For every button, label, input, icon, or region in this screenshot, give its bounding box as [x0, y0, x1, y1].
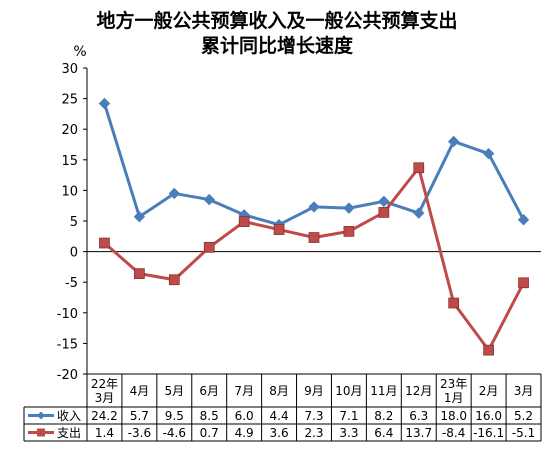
- y-tick-label: 10: [61, 184, 78, 199]
- table-value-cell: 2.3: [304, 426, 323, 440]
- table-value-cell: 0.7: [200, 426, 219, 440]
- x-category-label: 12月: [405, 384, 432, 398]
- series-1-marker: [413, 207, 425, 219]
- series-2-marker: [134, 268, 145, 279]
- series-2-marker: [308, 232, 320, 243]
- series-2-marker: [343, 226, 355, 237]
- y-axis-unit-label: %: [73, 44, 86, 60]
- y-tick-label: 0: [70, 246, 78, 261]
- series-1-marker: [308, 201, 320, 213]
- legend-label-1: 收入: [57, 409, 81, 423]
- series-2-marker: [413, 162, 425, 174]
- table-value-cell: 7.1: [339, 409, 358, 423]
- x-category-label: 7月: [234, 384, 254, 398]
- x-category-label: 8月: [269, 384, 289, 398]
- series-1-marker: [343, 202, 355, 214]
- y-tick-label: 15: [61, 154, 78, 169]
- y-tick-label: 25: [61, 93, 78, 108]
- series-1-marker: [378, 195, 390, 208]
- series-1-marker: [203, 193, 215, 206]
- table-value-cell: -5.1: [512, 426, 535, 440]
- table-value-cell: 6.0: [235, 409, 254, 423]
- table-value-cell: 6.4: [374, 426, 393, 440]
- x-category-label: 9月: [304, 384, 324, 398]
- y-tick-label: -20: [57, 368, 78, 383]
- series-1-marker: [133, 211, 146, 223]
- series-2-marker: [273, 224, 285, 235]
- series-2-marker: [238, 216, 250, 227]
- legend-key-marker-2: [37, 428, 45, 437]
- table-value-cell: 6.3: [409, 409, 428, 423]
- series-2-marker: [378, 207, 390, 218]
- y-tick-label: -15: [57, 337, 78, 352]
- series-1-marker: [168, 187, 181, 200]
- series-2-marker: [483, 344, 494, 356]
- table-value-cell: 9.5: [165, 409, 184, 423]
- table-value-cell: 5.7: [130, 409, 149, 423]
- table-value-cell: 24.2: [91, 409, 118, 423]
- x-category-label: 23年: [440, 377, 467, 391]
- y-tick-label: -5: [65, 276, 78, 291]
- table-value-cell: -16.1: [473, 426, 504, 440]
- y-tick-label: -10: [57, 307, 78, 322]
- x-category-label: 1月: [444, 391, 464, 405]
- legend-key-marker-1: [37, 411, 45, 420]
- series-2-marker: [99, 237, 110, 249]
- table-value-cell: 8.2: [374, 409, 393, 423]
- y-tick-label: 20: [61, 123, 78, 138]
- chart-title-line-2: 累计同比增长速度: [200, 35, 353, 57]
- table-value-cell: 18.0: [440, 409, 467, 423]
- series-line-2: [103, 166, 525, 352]
- series-1-marker: [482, 147, 495, 160]
- table-value-cell: 7.3: [304, 409, 323, 423]
- table-value-cell: 16.0: [475, 409, 502, 423]
- y-tick-label: 30: [61, 62, 78, 77]
- series-1-marker: [447, 135, 460, 148]
- table-value-cell: -3.6: [128, 426, 151, 440]
- x-category-label: 22年: [91, 377, 118, 391]
- x-category-label: 6月: [199, 384, 219, 398]
- legend-label-2: 支出: [57, 426, 81, 440]
- x-category-label: 4月: [130, 384, 150, 398]
- table-value-cell: 5.2: [514, 409, 533, 423]
- series-2-marker: [168, 274, 180, 286]
- x-category-label: 2月: [479, 384, 499, 398]
- series-2-marker: [518, 277, 529, 289]
- x-category-label: 11月: [370, 384, 397, 398]
- y-tick-label: 5: [70, 215, 78, 230]
- table-value-cell: 4.9: [235, 426, 254, 440]
- series-2-marker: [448, 297, 460, 309]
- x-category-label: 5月: [164, 384, 184, 398]
- chart-title-line-1: 地方一般公共预算收入及一般公共预算支出: [96, 10, 458, 32]
- table-value-cell: 13.7: [405, 426, 432, 440]
- series-2-marker: [203, 241, 215, 253]
- table-value-cell: 8.5: [200, 409, 219, 423]
- series-1-marker: [98, 97, 111, 110]
- table-value-cell: 3.3: [339, 426, 358, 440]
- table-value-cell: -4.6: [163, 426, 186, 440]
- table-value-cell: 3.6: [270, 426, 289, 440]
- x-category-label: 3月: [95, 391, 115, 405]
- series-1-marker: [517, 214, 530, 226]
- x-category-label: 10月: [335, 384, 362, 398]
- table-value-cell: 4.4: [270, 409, 289, 423]
- x-category-label: 3月: [514, 384, 534, 398]
- table-value-cell: 1.4: [95, 426, 114, 440]
- table-value-cell: -8.4: [442, 426, 465, 440]
